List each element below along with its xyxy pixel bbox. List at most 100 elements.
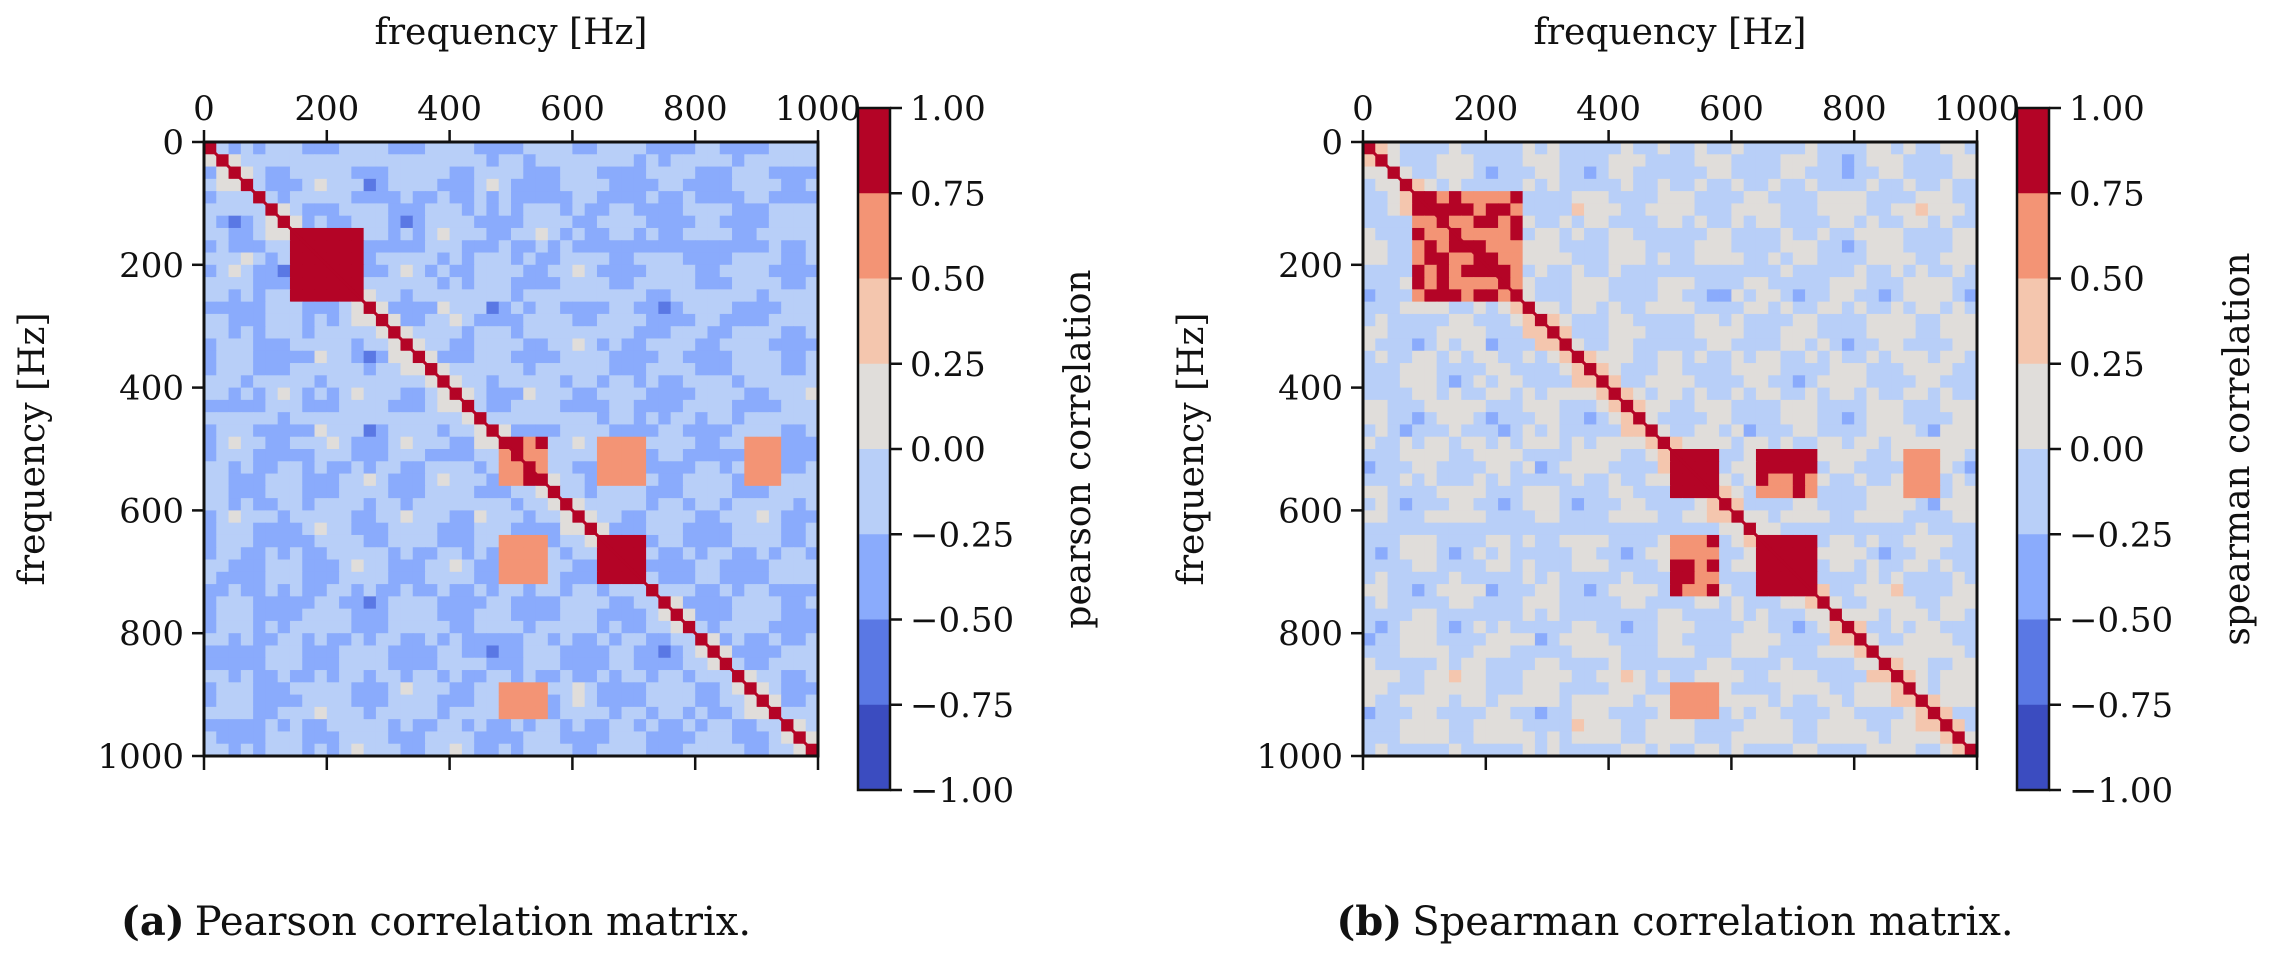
heatmap-cell	[1473, 240, 1487, 254]
heatmap-cell	[1694, 694, 1708, 708]
heatmap-cell	[1584, 584, 1597, 597]
heatmap-cell	[609, 363, 623, 376]
heatmap-cell	[1436, 596, 1450, 610]
heatmap-cell	[1436, 191, 1450, 204]
heatmap-cell	[1964, 375, 1978, 389]
heatmap-cell	[1903, 584, 1917, 597]
heatmap-cell	[1608, 473, 1622, 487]
heatmap-cell	[1387, 731, 1401, 745]
heatmap-cell	[1399, 215, 1413, 229]
heatmap-cell	[1670, 399, 1683, 413]
heatmap-cell	[1633, 215, 1647, 229]
heatmap-cell	[1584, 240, 1597, 254]
heatmap-cell	[1387, 301, 1401, 315]
heatmap-cell	[265, 191, 279, 204]
heatmap-cell	[719, 363, 733, 376]
heatmap-cell	[1878, 571, 1892, 585]
heatmap-cell	[1743, 203, 1757, 217]
heatmap-cell	[744, 166, 758, 180]
heatmap-cell	[474, 584, 488, 597]
y-tick-label: 800	[119, 614, 184, 654]
heatmap-cell	[1719, 191, 1732, 204]
heatmap-cell	[1780, 485, 1794, 499]
heatmap-cell	[1522, 645, 1536, 659]
heatmap-cell	[768, 719, 782, 733]
heatmap-cell	[1829, 571, 1843, 585]
heatmap-cell	[572, 682, 586, 696]
heatmap-cell	[1927, 154, 1941, 168]
heatmap-cell	[1805, 559, 1818, 573]
heatmap-cell	[1792, 350, 1806, 364]
heatmap-cell	[1596, 277, 1610, 290]
heatmap-cell	[1817, 338, 1831, 352]
heatmap-cell	[547, 191, 561, 204]
heatmap-cell	[326, 412, 340, 426]
heatmap-cell	[1559, 289, 1573, 303]
heatmap-cell	[1743, 387, 1757, 401]
heatmap-cell	[1633, 633, 1647, 647]
heatmap-cell	[363, 338, 377, 352]
heatmap-cell	[388, 596, 402, 610]
heatmap-cell	[768, 694, 782, 708]
heatmap-cell	[1485, 203, 1499, 217]
heatmap-cell	[633, 326, 647, 340]
heatmap-cell	[707, 608, 721, 622]
heatmap-cell	[1633, 227, 1647, 241]
heatmap-cell	[1841, 719, 1855, 733]
heatmap-cell	[1571, 485, 1585, 499]
heatmap-cell	[1670, 657, 1683, 671]
heatmap-cell	[793, 215, 807, 229]
heatmap-cell	[523, 424, 537, 438]
heatmap-cell	[1719, 203, 1732, 217]
heatmap-cell	[646, 227, 659, 241]
heatmap-cell	[1657, 510, 1671, 524]
heatmap-cell	[1534, 203, 1548, 217]
heatmap-cell	[1596, 522, 1610, 536]
heatmap-cell	[1706, 620, 1720, 634]
heatmap-cell	[1915, 657, 1929, 671]
heatmap-cell	[1424, 657, 1438, 671]
heatmap-cell	[1719, 706, 1732, 720]
heatmap-cell	[1522, 473, 1536, 487]
heatmap-cell	[1952, 203, 1966, 217]
heatmap-cell	[1768, 154, 1782, 168]
heatmap-cell	[1620, 215, 1634, 229]
heatmap-cell	[756, 485, 770, 499]
heatmap-cell	[253, 620, 266, 634]
heatmap-cell	[1817, 240, 1831, 254]
heatmap-cell	[744, 412, 758, 426]
heatmap-cell	[1817, 461, 1831, 475]
heatmap-cell	[1473, 620, 1487, 634]
heatmap-cell	[1485, 485, 1499, 499]
heatmap-cell	[523, 338, 537, 352]
heatmap-cell	[523, 510, 537, 524]
heatmap-cell	[1731, 191, 1745, 204]
heatmap-cell	[474, 461, 488, 475]
heatmap-cell	[1584, 412, 1597, 426]
heatmap-cell	[695, 412, 709, 426]
heatmap-cell	[1964, 178, 1978, 192]
heatmap-cell	[719, 252, 733, 266]
heatmap-cell	[1670, 277, 1683, 290]
heatmap-cell	[511, 657, 524, 671]
heatmap-cell	[1645, 694, 1659, 708]
heatmap-cell	[707, 461, 721, 475]
heatmap-cell	[1510, 559, 1524, 573]
heatmap-cell	[253, 473, 266, 487]
heatmap-cell	[1927, 313, 1941, 327]
heatmap-cell	[1841, 412, 1855, 426]
heatmap-cell	[1498, 473, 1511, 487]
heatmap-cell	[1731, 694, 1745, 708]
heatmap-cell	[1387, 252, 1401, 266]
heatmap-cell	[1829, 461, 1843, 475]
heatmap-cell	[302, 191, 316, 204]
heatmap-cell	[1670, 694, 1683, 708]
heatmap-cell	[1559, 350, 1573, 364]
heatmap-cell	[1620, 166, 1634, 180]
heatmap-cell	[658, 645, 672, 659]
heatmap-cell	[609, 142, 623, 155]
heatmap-cell	[609, 706, 623, 720]
heatmap-cell	[437, 350, 451, 364]
heatmap-cell	[1547, 670, 1561, 683]
heatmap-cell	[1498, 657, 1511, 671]
